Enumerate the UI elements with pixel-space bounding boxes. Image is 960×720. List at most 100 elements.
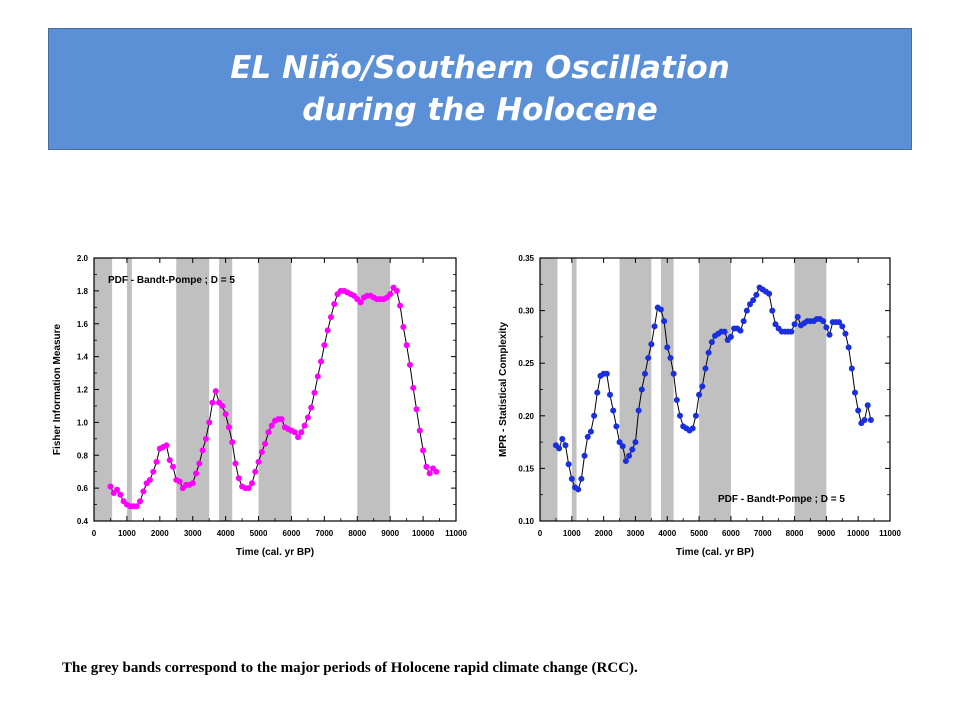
data-point [578, 475, 585, 482]
data-point [750, 297, 757, 304]
data-point [202, 435, 209, 442]
data-point [562, 442, 569, 449]
data-point [721, 328, 728, 335]
rcc-band [540, 258, 558, 521]
y-tick-label: 0.35 [518, 254, 534, 263]
data-point [146, 476, 153, 483]
data-point [642, 370, 648, 377]
data-point [410, 384, 417, 391]
data-point [556, 445, 563, 452]
rcc-band [619, 258, 652, 521]
data-point [222, 411, 229, 418]
x-tick-label: 10000 [412, 529, 435, 538]
data-point [321, 342, 328, 349]
data-point [740, 318, 747, 325]
data-point [622, 458, 629, 465]
y-tick-label: 1.2 [77, 386, 89, 395]
y-tick-label: 1.6 [77, 320, 89, 329]
data-point [848, 365, 855, 372]
data-point [673, 397, 680, 404]
data-point [568, 475, 575, 482]
data-point [737, 327, 744, 334]
data-point [225, 424, 232, 431]
data-point [248, 480, 255, 487]
data-point [591, 412, 598, 419]
data-point [235, 475, 242, 482]
data-point [559, 435, 566, 442]
data-point [661, 318, 668, 325]
data-point [298, 429, 305, 436]
data-point [255, 458, 262, 465]
y-tick-label: 1.4 [77, 353, 89, 362]
data-point [667, 354, 674, 361]
data-point [613, 423, 620, 430]
data-point [575, 486, 582, 493]
data-point [268, 422, 275, 429]
x-tick-label: 11000 [445, 529, 467, 538]
data-point [150, 468, 157, 475]
data-point [258, 448, 265, 455]
data-point [747, 301, 753, 308]
rcc-band [660, 258, 674, 521]
data-point [616, 439, 623, 446]
data-point [416, 427, 423, 434]
data-point [743, 307, 750, 314]
data-point [301, 422, 308, 429]
data-point [107, 483, 114, 490]
data-point [387, 291, 394, 298]
x-tick-label: 3000 [627, 529, 645, 538]
data-point [670, 370, 677, 377]
x-tick-label: 6000 [283, 529, 301, 538]
data-point [826, 331, 833, 338]
data-point [645, 354, 652, 361]
x-tick-label: 3000 [184, 529, 202, 538]
rcc-band [699, 258, 731, 521]
data-point [855, 407, 862, 414]
rcc-band [571, 258, 577, 521]
data-point [278, 416, 285, 423]
data-point [137, 498, 144, 505]
data-point [766, 290, 773, 297]
data-point [708, 339, 715, 346]
data-point [772, 321, 779, 328]
x-tick-label: 9000 [381, 529, 399, 538]
x-tick-label: 7000 [754, 529, 772, 538]
y-tick-label: 0.6 [77, 484, 89, 493]
data-point [648, 341, 655, 348]
y-tick-label: 0.25 [518, 359, 534, 368]
data-point [632, 439, 639, 446]
data-point [397, 302, 404, 309]
x-tick-label: 7000 [315, 529, 333, 538]
data-point [594, 389, 601, 396]
data-point [727, 333, 734, 340]
data-point [433, 468, 440, 475]
x-tick-label: 1000 [118, 529, 136, 538]
data-point [311, 389, 318, 396]
x-tick-label: 2000 [151, 529, 169, 538]
data-point [133, 503, 140, 510]
data-point [400, 324, 407, 331]
data-point [607, 391, 613, 398]
data-point [651, 323, 658, 330]
data-point [403, 342, 410, 349]
data-point [245, 485, 252, 492]
x-tick-label: 2000 [595, 529, 613, 538]
data-point [867, 417, 874, 424]
data-point [212, 388, 219, 395]
data-point [820, 318, 827, 325]
data-point [420, 447, 427, 454]
x-tick-label: 8000 [786, 529, 804, 538]
data-point [692, 412, 699, 419]
data-point [702, 365, 709, 372]
y-tick-label: 0.10 [518, 517, 534, 526]
data-point [189, 480, 196, 487]
data-point [664, 344, 671, 351]
data-point [839, 323, 846, 330]
data-point [823, 324, 830, 331]
y-tick-label: 0.20 [518, 412, 534, 421]
data-point [842, 330, 849, 337]
title-banner: EL Niño/Southern Oscillation during the … [48, 28, 912, 150]
rcc-band [126, 258, 132, 521]
x-tick-label: 5000 [690, 529, 708, 538]
data-point [619, 443, 626, 450]
